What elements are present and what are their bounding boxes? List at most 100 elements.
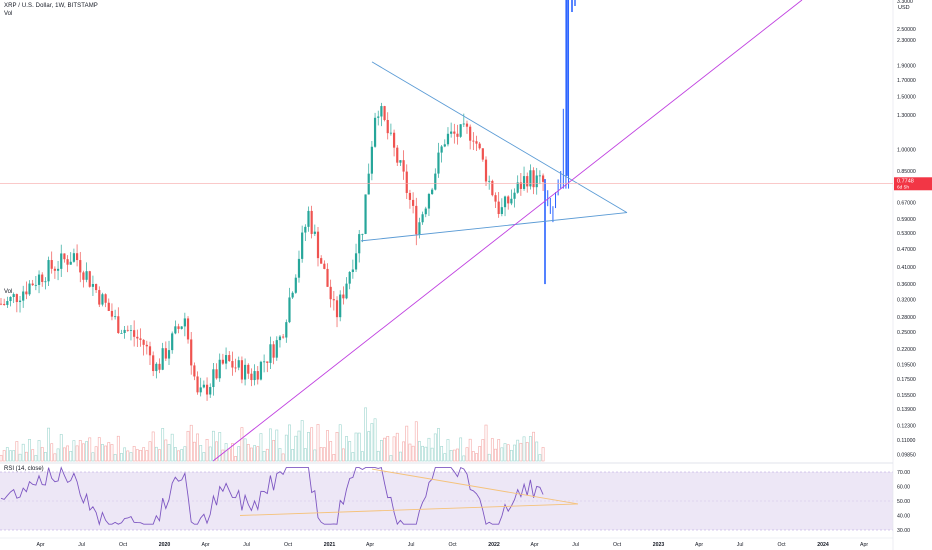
volume-bar	[28, 439, 31, 462]
price-tick-label: 2.30000	[897, 38, 916, 44]
rsi-legend: RSI (14, close)	[4, 466, 44, 472]
candle-body	[351, 269, 354, 273]
candle-body	[209, 387, 212, 395]
volume-bar	[332, 454, 336, 462]
candle-body	[152, 355, 155, 372]
candle-body	[34, 284, 37, 286]
volume-bar	[329, 441, 333, 462]
candle-body	[484, 159, 488, 182]
candle-body	[161, 348, 164, 370]
candle-body	[75, 253, 79, 261]
candle-body	[28, 283, 31, 295]
volume-bar	[506, 444, 510, 462]
candle-body	[183, 318, 186, 327]
volume-bar	[97, 437, 101, 462]
candle-body	[446, 133, 450, 145]
candle-body	[348, 272, 351, 284]
price-tick-label: 3.3000	[897, 0, 913, 5]
volume-bar	[465, 447, 469, 462]
volume-bar	[291, 449, 295, 462]
volume-bar	[503, 443, 507, 462]
volume-bar	[12, 450, 16, 462]
volume-bar	[40, 447, 44, 462]
candle-body	[510, 198, 513, 204]
volume-bar	[2, 450, 6, 462]
volume-bar	[509, 449, 513, 462]
volume-bar	[31, 449, 35, 462]
candle-body	[212, 369, 215, 388]
candle-body	[491, 180, 494, 196]
volume-bar	[227, 448, 231, 462]
volume-bar	[364, 407, 367, 462]
volume-bar	[373, 418, 377, 462]
volume-bars	[0, 407, 545, 462]
candle-body	[434, 173, 437, 190]
candle-body	[126, 329, 129, 331]
candle-body	[332, 299, 335, 301]
candle-body	[167, 350, 171, 359]
volume-bar	[395, 432, 399, 462]
candle-body	[101, 294, 104, 305]
candle-body	[107, 302, 110, 311]
volume-bar	[376, 450, 380, 462]
time-tick-label: Apr	[37, 542, 45, 548]
volume-bar	[399, 451, 402, 462]
candle-body	[85, 271, 88, 280]
candle-body	[12, 294, 15, 298]
volume-bar	[50, 443, 54, 462]
volume-bar	[468, 438, 472, 462]
candle-body	[196, 376, 199, 393]
candle-body	[69, 261, 72, 265]
volume-bar	[246, 444, 250, 462]
candle-body	[117, 316, 120, 334]
candle-body	[402, 160, 405, 172]
volume-bar	[383, 437, 386, 462]
volume-bar	[62, 447, 66, 462]
candle-body	[313, 231, 316, 234]
rsi-trendline-upper	[371, 468, 579, 505]
volume-bar	[456, 448, 459, 462]
price-badge	[894, 177, 932, 191]
volume-bar	[192, 441, 196, 462]
volume-bar	[459, 437, 463, 462]
candle-body	[377, 116, 380, 118]
triangle-lower-line	[360, 212, 628, 242]
candle-body	[310, 210, 313, 234]
candle-body	[218, 359, 221, 379]
volume-bar	[208, 446, 212, 462]
candle-body	[269, 344, 272, 363]
candle-body	[408, 192, 412, 200]
candle-body	[465, 123, 469, 127]
candle-body	[272, 344, 275, 358]
candle-body	[250, 373, 253, 381]
volume-bar	[224, 443, 228, 462]
candle-body	[450, 131, 453, 134]
volume-bar	[414, 421, 418, 462]
price-tick-label: 1.90000	[897, 63, 916, 69]
volume-bar	[348, 441, 352, 462]
volume-bar	[319, 447, 323, 462]
candle-body	[503, 196, 507, 208]
candle-body	[297, 258, 301, 278]
candle-body	[243, 364, 247, 380]
chart-title: XRP / U.S. Dollar, 1W, BITSTAMP	[4, 3, 98, 9]
volume-bar	[158, 449, 161, 462]
candle-body	[142, 339, 145, 345]
candle-body	[342, 294, 345, 299]
volume-bar	[167, 444, 171, 462]
volume-bar	[173, 447, 177, 462]
volume-bar	[500, 447, 504, 462]
currency-label: USD	[898, 5, 910, 11]
candle-body	[522, 176, 526, 189]
support-trendline	[212, 0, 803, 462]
volume-bar	[278, 448, 282, 462]
volume-bar	[360, 451, 364, 462]
price-tick-label: 1.00000	[897, 148, 916, 154]
time-tick-label: Apr	[201, 542, 209, 548]
time-tick-label: Apr	[531, 542, 539, 548]
price-tick-label: 0.47000	[897, 247, 916, 253]
volume-bar	[516, 439, 520, 462]
volume-bar	[37, 440, 41, 462]
candle-body	[228, 355, 231, 362]
candle-body	[535, 175, 538, 188]
